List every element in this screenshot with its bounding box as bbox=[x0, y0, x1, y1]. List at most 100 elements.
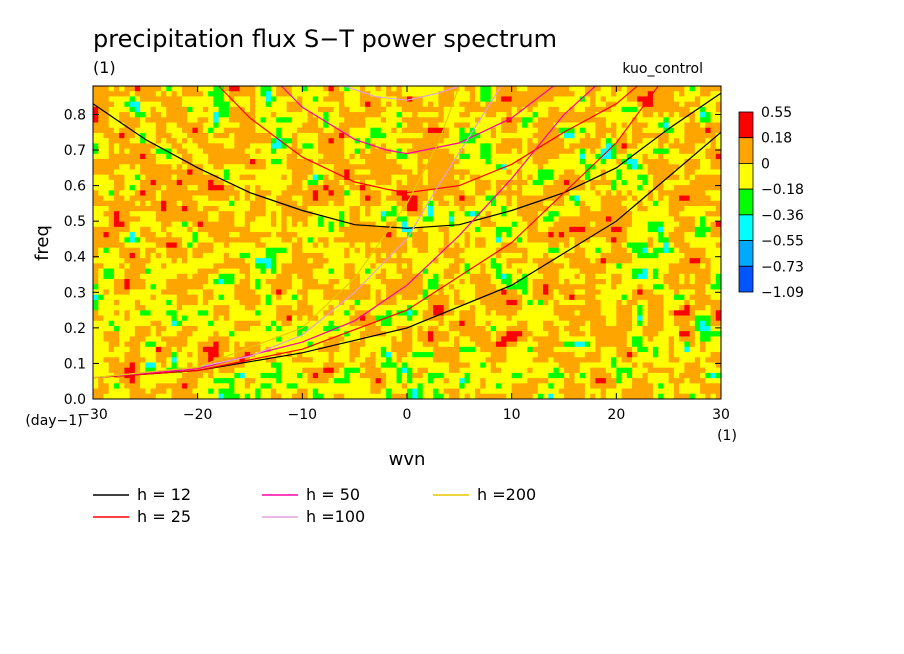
heatmap-cell bbox=[579, 200, 586, 207]
heatmap-cell bbox=[448, 164, 455, 171]
heatmap-cell bbox=[307, 294, 314, 301]
heatmap-cell bbox=[181, 294, 188, 301]
heatmap-cell bbox=[255, 101, 262, 108]
heatmap-cell bbox=[574, 284, 581, 291]
heatmap-cell bbox=[218, 169, 225, 176]
heatmap-cell bbox=[108, 216, 115, 223]
heatmap-cell bbox=[564, 169, 570, 176]
heatmap-cell bbox=[166, 279, 173, 285]
heatmap-cell bbox=[427, 205, 434, 212]
heatmap-cell bbox=[187, 106, 194, 113]
heatmap-cell bbox=[229, 263, 235, 270]
heatmap-cell bbox=[202, 148, 209, 155]
heatmap-cell bbox=[663, 205, 670, 212]
heatmap-cell bbox=[485, 294, 492, 301]
heatmap-cell bbox=[307, 268, 314, 275]
heatmap-cell bbox=[270, 221, 277, 228]
heatmap-cell bbox=[145, 190, 152, 197]
heatmap-cell bbox=[359, 179, 366, 186]
heatmap-cell bbox=[595, 252, 602, 259]
heatmap-cell bbox=[469, 252, 476, 259]
heatmap-cell bbox=[522, 242, 528, 249]
heatmap-cell bbox=[475, 279, 481, 285]
heatmap-cell bbox=[119, 169, 125, 176]
heatmap-cell bbox=[119, 299, 125, 306]
heatmap-cell bbox=[522, 258, 528, 264]
heatmap-cell bbox=[197, 237, 204, 244]
heatmap-cell bbox=[134, 169, 141, 176]
heatmap-cell bbox=[323, 232, 330, 238]
heatmap-cell bbox=[485, 86, 492, 92]
heatmap-cell bbox=[600, 289, 607, 296]
heatmap-cell bbox=[516, 258, 523, 264]
heatmap-cell bbox=[417, 221, 424, 228]
heatmap-cell bbox=[124, 232, 131, 238]
heatmap-cell bbox=[600, 205, 607, 212]
heatmap-cell bbox=[543, 211, 549, 218]
heatmap-cell bbox=[218, 232, 225, 238]
heatmap-cell bbox=[124, 294, 131, 301]
heatmap-cell bbox=[647, 237, 654, 244]
heatmap-cell bbox=[187, 122, 194, 129]
heatmap-cell bbox=[621, 164, 628, 171]
heatmap-cell bbox=[715, 268, 721, 275]
heatmap-cell bbox=[506, 258, 513, 264]
heatmap-cell bbox=[312, 164, 319, 171]
heatmap-cell bbox=[323, 122, 330, 129]
heatmap-cell bbox=[501, 153, 508, 160]
heatmap-cell bbox=[407, 200, 413, 207]
heatmap-cell bbox=[197, 101, 204, 108]
heatmap-cell bbox=[307, 273, 314, 280]
heatmap-cell bbox=[365, 112, 371, 118]
heatmap-cell bbox=[365, 164, 371, 171]
heatmap-cell bbox=[323, 179, 330, 186]
heatmap-cell bbox=[616, 252, 623, 259]
heatmap-cell bbox=[621, 284, 628, 291]
heatmap-cell bbox=[328, 237, 335, 244]
heatmap-cell bbox=[506, 289, 513, 296]
heatmap-cell bbox=[239, 96, 246, 103]
heatmap-cell bbox=[422, 226, 429, 233]
heatmap-cell bbox=[150, 242, 157, 249]
heatmap-cell bbox=[475, 221, 481, 228]
heatmap-cell bbox=[197, 117, 204, 124]
heatmap-cell bbox=[270, 112, 277, 118]
heatmap-cell bbox=[626, 237, 633, 244]
heatmap-cell bbox=[537, 91, 544, 98]
heatmap-cell bbox=[574, 273, 581, 280]
heatmap-cell bbox=[297, 96, 303, 103]
heatmap-cell bbox=[354, 200, 361, 207]
heatmap-cell bbox=[448, 268, 455, 275]
heatmap-cell bbox=[448, 122, 455, 129]
heatmap-cell bbox=[647, 263, 654, 270]
heatmap-cell bbox=[548, 174, 555, 181]
heatmap-cell bbox=[171, 159, 178, 165]
heatmap-cell bbox=[501, 226, 508, 233]
heatmap-cell bbox=[590, 185, 596, 191]
heatmap-cell bbox=[202, 153, 209, 160]
heatmap-cell bbox=[202, 86, 209, 92]
heatmap-cell bbox=[244, 138, 251, 144]
heatmap-cell bbox=[370, 232, 377, 238]
heatmap-cell bbox=[213, 101, 220, 108]
heatmap-cell bbox=[584, 216, 591, 223]
heatmap-cell bbox=[621, 122, 628, 129]
heatmap-cell bbox=[632, 247, 638, 254]
heatmap-cell bbox=[454, 252, 460, 259]
heatmap-cell bbox=[548, 96, 555, 103]
heatmap-cell bbox=[621, 101, 628, 108]
heatmap-cell bbox=[579, 263, 586, 270]
heatmap-cell bbox=[715, 226, 721, 233]
heatmap-cell bbox=[354, 112, 361, 118]
heatmap-cell bbox=[626, 86, 633, 92]
heatmap-cell bbox=[318, 174, 324, 181]
heatmap-cell bbox=[438, 284, 445, 291]
heatmap-cell bbox=[223, 226, 230, 233]
heatmap-cell bbox=[668, 106, 675, 113]
heatmap-cell bbox=[454, 132, 460, 139]
heatmap-cell bbox=[119, 153, 125, 160]
heatmap-cell bbox=[564, 258, 570, 264]
heatmap-cell bbox=[495, 138, 502, 144]
heatmap-cell bbox=[176, 273, 183, 280]
heatmap-cell bbox=[532, 164, 539, 171]
